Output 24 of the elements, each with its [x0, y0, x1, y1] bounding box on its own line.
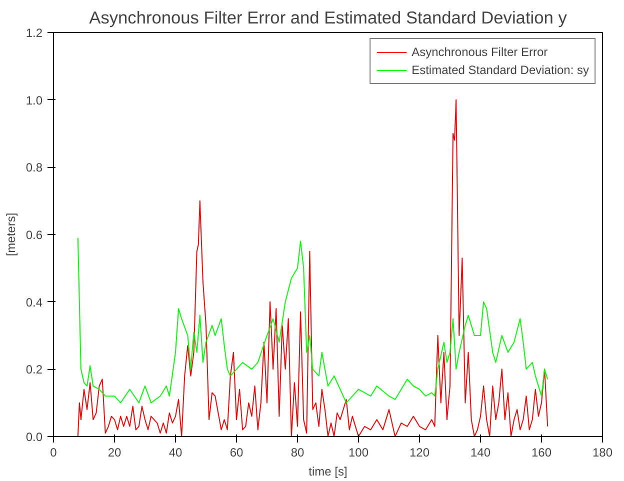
y-tick-label: 1.2: [26, 26, 43, 40]
legend-label: Asynchronous Filter Error: [412, 45, 548, 59]
y-tick-label: 1.0: [26, 93, 43, 108]
x-tick-label: 120: [409, 446, 430, 460]
x-tick-label: 60: [230, 446, 244, 460]
x-tick-label: 160: [531, 446, 552, 460]
legend-label: Estimated Standard Deviation: sy: [412, 63, 589, 77]
x-tick-label: 0: [50, 446, 58, 460]
x-tick-label: 100: [348, 446, 369, 460]
x-tick-label: 80: [290, 446, 304, 460]
line-series: [77, 99, 548, 436]
y-tick-label: 0.2: [26, 362, 43, 377]
y-tick-label: 0.0: [26, 430, 43, 444]
x-tick-label: 140: [470, 446, 491, 460]
x-tick-label: 40: [168, 446, 182, 460]
x-tick-label: 180: [592, 446, 613, 460]
y-axis-title: [meters]: [4, 212, 18, 256]
y-tick-label: 0.6: [26, 228, 43, 242]
line-series: [77, 237, 548, 404]
y-tick-label: 0.8: [26, 160, 43, 175]
y-tick-label: 0.4: [26, 295, 43, 310]
x-tick-label: 20: [108, 446, 122, 460]
chart-title: Asynchronous Filter Error and Estimated Standard Deviation y: [89, 8, 568, 28]
x-axis-title: time [s]: [308, 464, 348, 478]
